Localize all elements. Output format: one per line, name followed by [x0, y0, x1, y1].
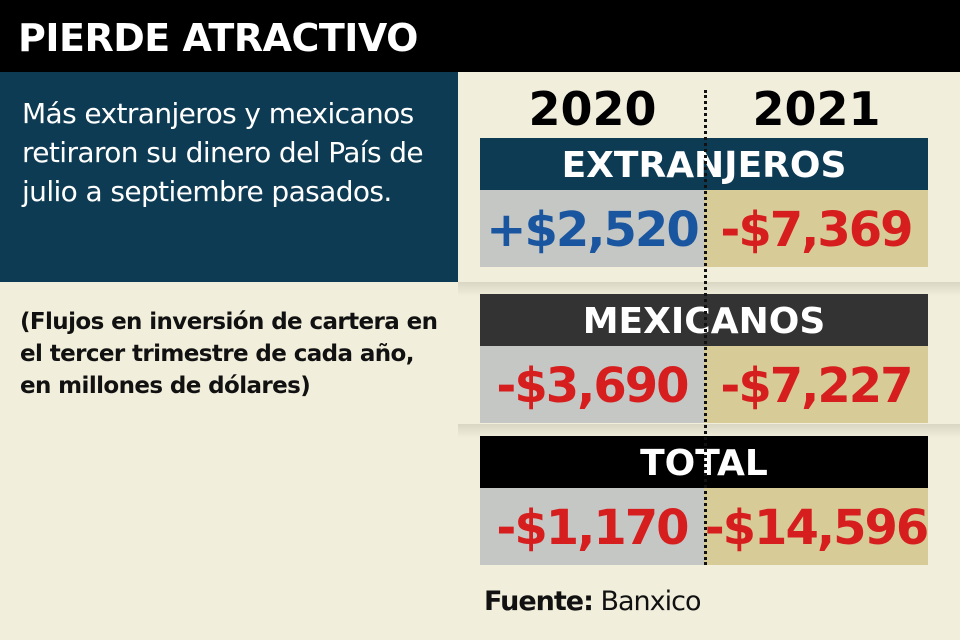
column-header-2021: 2021 [752, 82, 881, 136]
title: PIERDE ATRACTIVO [0, 0, 960, 72]
source-label: Fuente: [484, 586, 594, 617]
value-total-2021: -$14,596 [704, 488, 929, 565]
value-extranjeros-2021: -$7,369 [704, 190, 928, 267]
source: Fuente: Banxico [484, 586, 702, 617]
value-mexicanos-2021: -$7,227 [704, 346, 928, 423]
row-separator-shade [458, 424, 960, 438]
value-extranjeros-2020: +$2,520 [480, 190, 704, 267]
intro-text: Más extranjeros y mexicanos retiraron su… [0, 72, 458, 282]
source-value: Banxico [600, 586, 701, 617]
column-header-2020: 2020 [528, 82, 657, 136]
note-text: (Flujos en inversión de cartera en el te… [20, 309, 438, 399]
value-total-2020: -$1,170 [480, 488, 704, 565]
row-separator-shade [458, 282, 960, 296]
value-mexicanos-2020: -$3,690 [480, 346, 704, 423]
column-divider [704, 90, 707, 565]
